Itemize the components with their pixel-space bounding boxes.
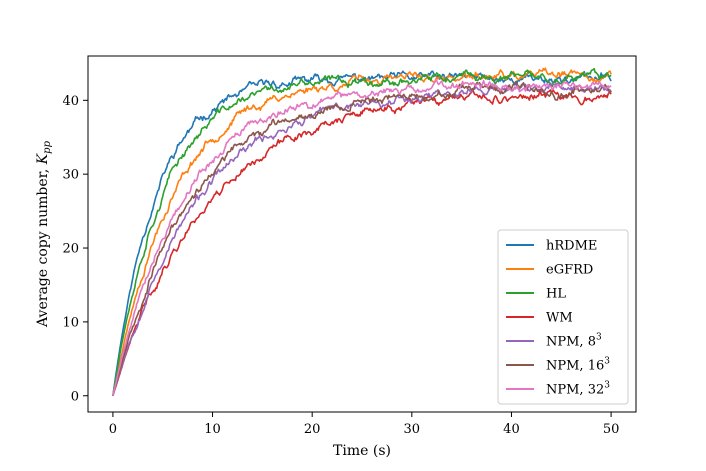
series-line-npm-16-3 (112, 80, 612, 396)
legend-label: NPM, 83 (546, 333, 602, 350)
y-tick-label: 10 (62, 315, 79, 330)
legend-label: NPM, 323 (546, 381, 610, 398)
x-tick-label: 20 (304, 422, 321, 437)
legend-label: NPM, 163 (546, 357, 610, 374)
legend-label: eGFRD (546, 263, 593, 278)
series-line-wm (112, 88, 612, 396)
x-tick-label: 30 (404, 422, 421, 437)
x-tick-label: 10 (204, 422, 221, 437)
y-axis-label-subscript: pp (42, 140, 53, 153)
x-tick-label: 0 (109, 422, 117, 437)
legend: hRDME eGFRD HL WM NPM, 83 NPM, 163 NPM, 323 (497, 229, 629, 405)
legend-label: hRDME (546, 239, 597, 254)
y-tick-label: 0 (71, 389, 79, 404)
series-line-npm-8-3 (112, 82, 612, 396)
x-tick-label: 50 (603, 422, 620, 437)
x-axis-label: Time (s) (333, 443, 391, 459)
plot-frame (87, 55, 637, 413)
series-line-npm-32-3 (112, 78, 612, 396)
lines-layer (112, 67, 612, 396)
y-tick-label: 20 (62, 242, 79, 257)
series-line-hl (112, 67, 612, 396)
y-tick-label: 40 (62, 94, 79, 109)
legend-label: WM (546, 311, 573, 326)
legend-box (497, 229, 629, 405)
y-axis: 0 10 20 30 40 (62, 94, 88, 404)
x-axis: 0 10 20 30 40 50 (109, 412, 620, 437)
y-axis-label: Average copy number, Kpp (35, 140, 53, 328)
y-axis-label-symbol: K (35, 152, 51, 165)
x-tick-label: 40 (503, 422, 520, 437)
y-tick-label: 30 (62, 168, 79, 183)
y-axis-label-text: Average copy number, (35, 164, 51, 328)
legend-label: HL (546, 287, 566, 302)
